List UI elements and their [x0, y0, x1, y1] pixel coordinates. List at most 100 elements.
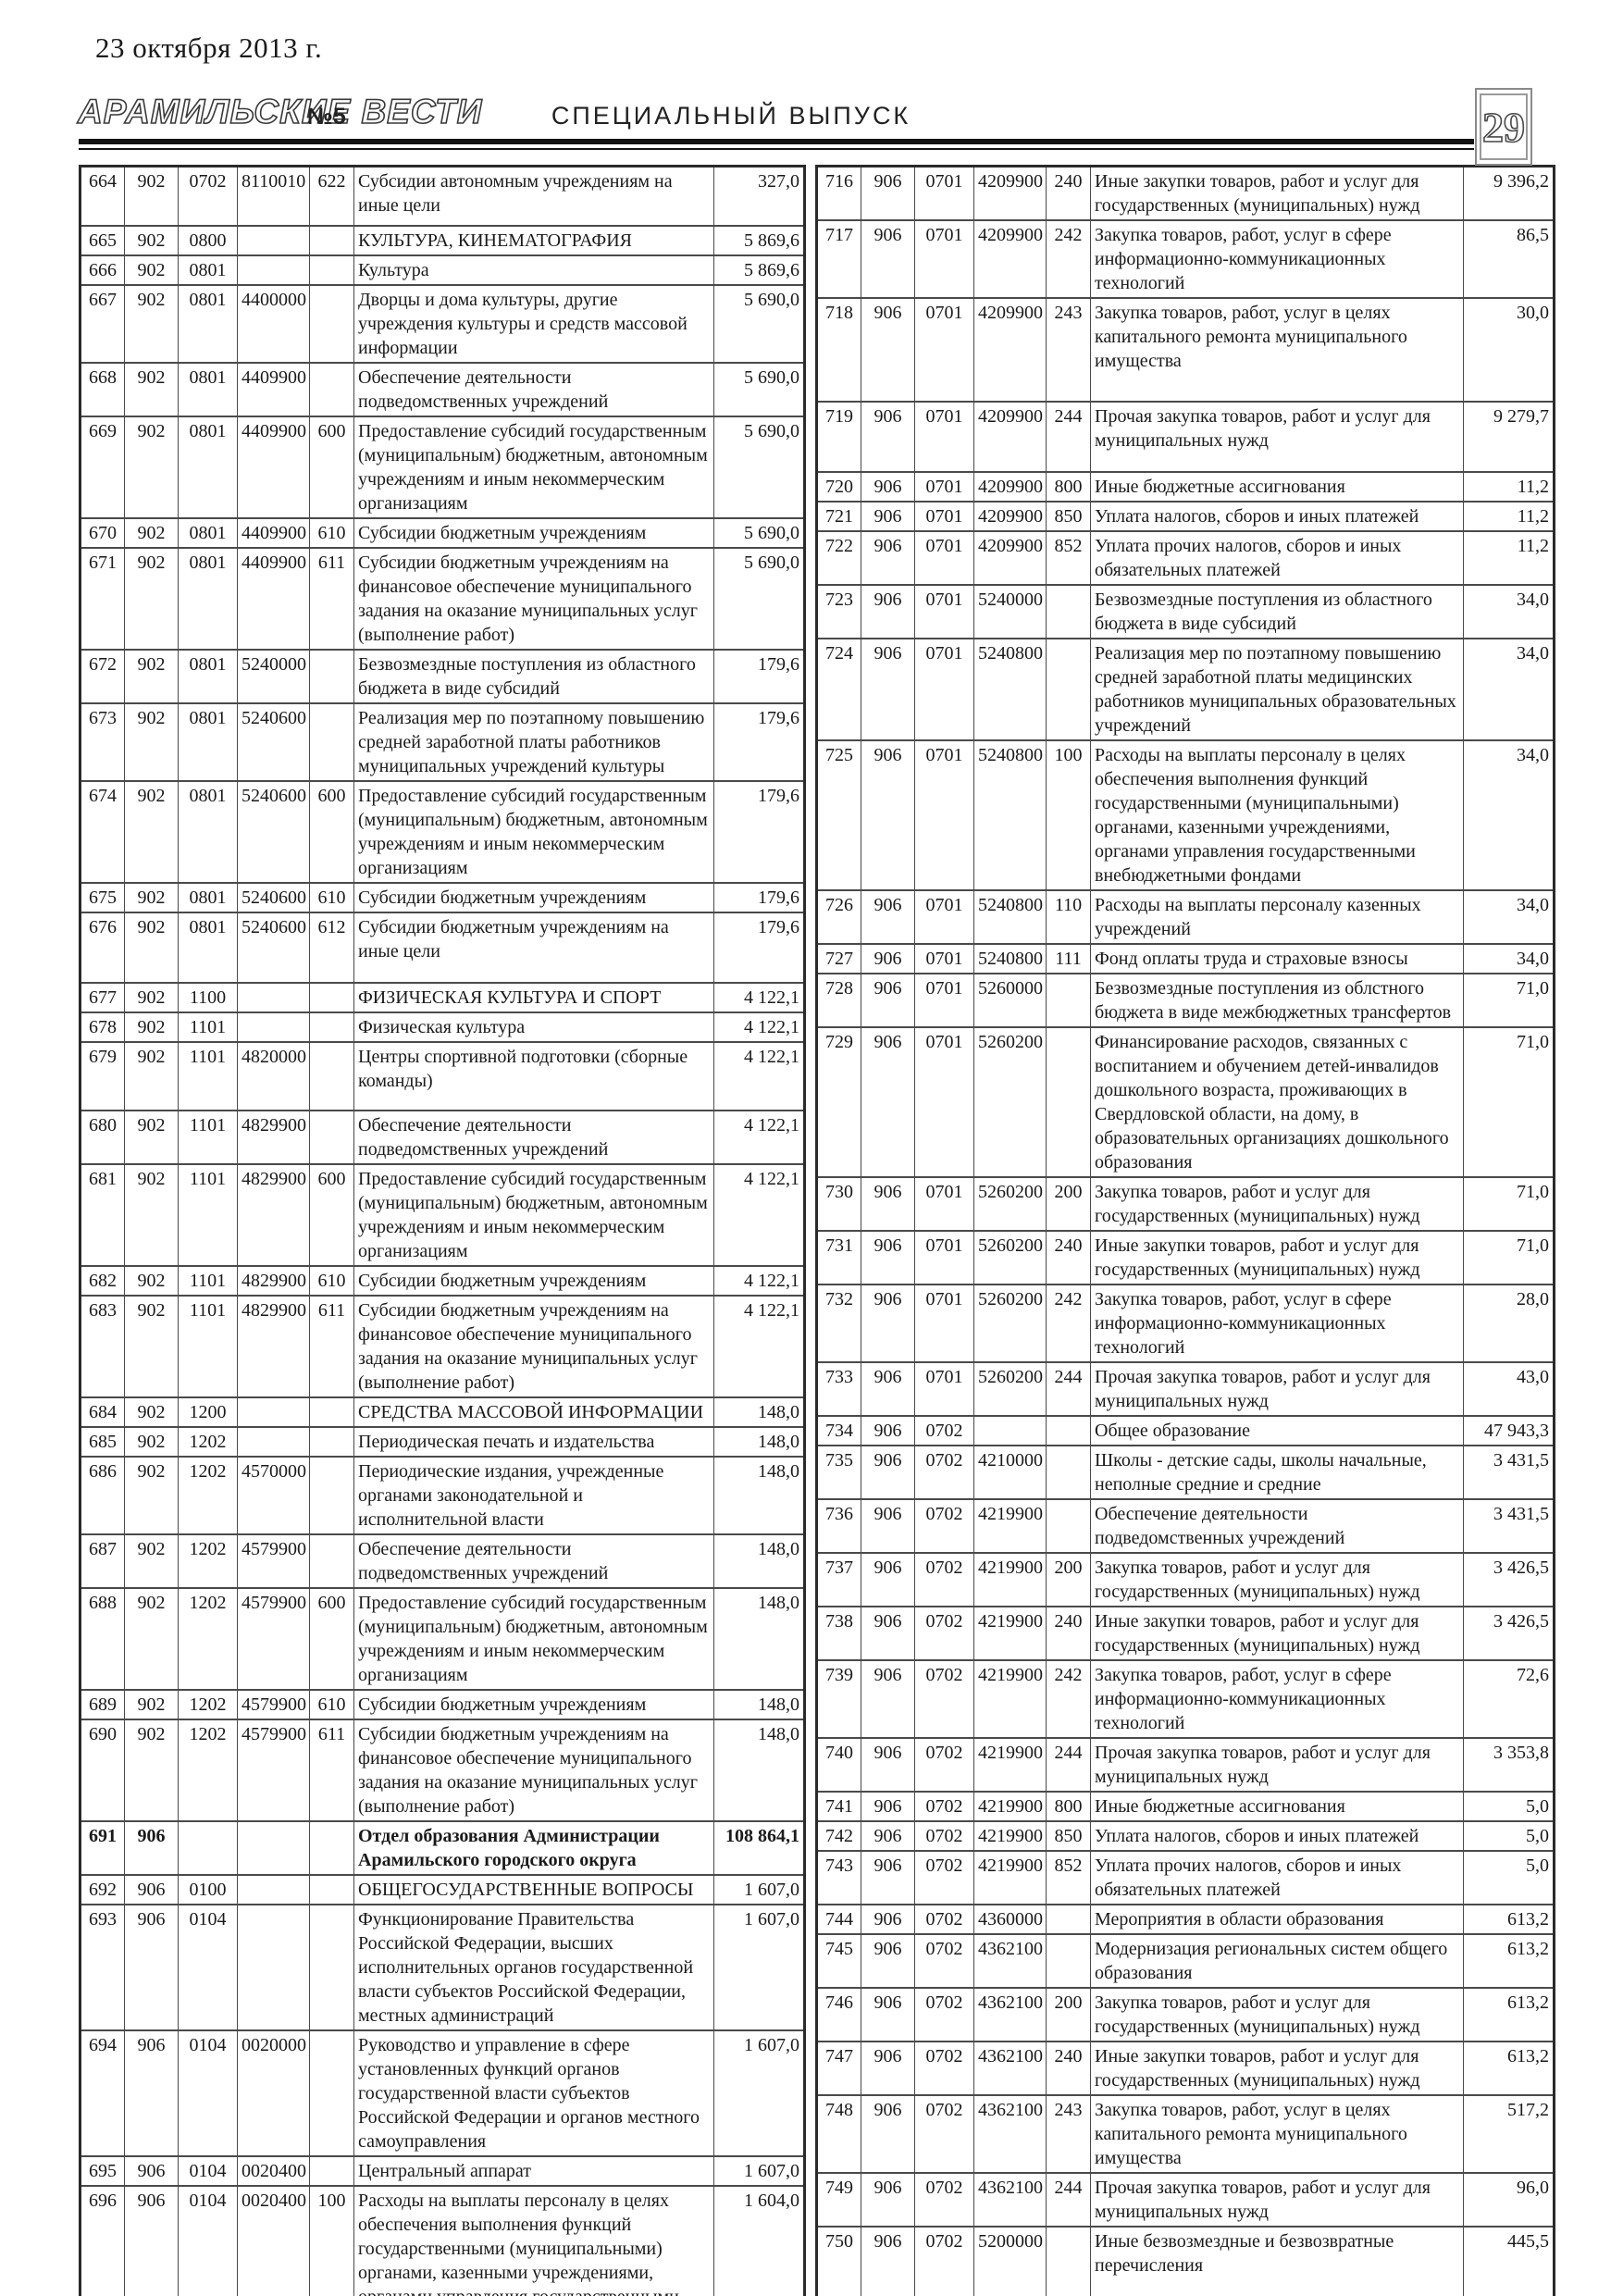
expense-type-cell: 622	[309, 165, 354, 227]
grbs-code-cell: 902	[124, 254, 179, 286]
row-number-cell: 689	[80, 1688, 125, 1720]
amount-cell: 613,2	[1463, 1904, 1555, 1935]
target-article-cell: 4209900	[973, 501, 1047, 532]
grbs-code-cell: 906	[861, 943, 915, 974]
table-row: 694 906 0104 0020000 Руководство и управлени…	[80, 2029, 805, 2157]
expense-type-cell: 610	[309, 881, 354, 913]
expense-name-cell: Иные закупки товаров, работ и услуг для …	[1090, 165, 1464, 221]
amount-cell: 1 607,0	[713, 2029, 805, 2157]
expense-type-cell: 852	[1046, 1850, 1091, 1905]
section-code-cell	[178, 1819, 238, 1876]
amount-cell: 34,0	[1463, 739, 1555, 891]
target-article-cell: 5260200	[973, 1230, 1047, 1285]
table-row: 686 902 1202 4570000 Периодические издания, …	[80, 1455, 805, 1535]
table-row: 674 902 0801 5240600 600 Предоставление субси…	[80, 779, 805, 884]
expense-name-cell: Центральный аппарат	[353, 2154, 714, 2187]
target-article-cell: 4219900	[973, 1498, 1047, 1554]
amount-cell: 1 607,0	[713, 2154, 805, 2187]
target-article-cell: 4570000	[237, 1455, 310, 1535]
section-code-cell: 1101	[178, 1162, 238, 1267]
amount-cell: 108 864,1	[713, 1819, 805, 1876]
target-article-cell	[237, 1903, 310, 2031]
row-number-cell: 739	[816, 1659, 861, 1739]
table-row: 741 906 0702 4219900 800 Иные бюджетные ассиг…	[816, 1791, 1555, 1822]
expense-type-cell	[1046, 584, 1091, 639]
expense-name-cell: Безвозмездные поступления из областного …	[353, 648, 714, 704]
table-row: 733 906 0701 5260200 244 Прочая закупка товар…	[816, 1361, 1555, 1417]
row-number-cell: 670	[80, 516, 125, 549]
row-number-cell: 743	[816, 1850, 861, 1905]
section-code-cell: 0701	[914, 943, 974, 974]
target-article-cell	[237, 1011, 310, 1043]
target-article-cell	[237, 1819, 310, 1876]
expense-name-cell: Прочая закупка товаров, работ и услуг дл…	[1090, 2172, 1464, 2228]
section-code-cell: 0702	[914, 1659, 974, 1739]
row-number-cell: 676	[80, 911, 125, 984]
expense-name-cell: Безвозмездные поступления из областного …	[1090, 584, 1464, 639]
row-number-cell: 695	[80, 2154, 125, 2187]
target-article-cell: 5240600	[237, 881, 310, 913]
expense-type-cell: 600	[309, 415, 354, 519]
row-number-cell: 732	[816, 1284, 861, 1363]
table-row: 735 906 0702 4210000 Школы - детские сады, ш…	[816, 1445, 1555, 1500]
grbs-code-cell: 902	[124, 1109, 179, 1165]
section-code-cell: 0701	[914, 501, 974, 532]
expense-type-cell: 850	[1046, 1820, 1091, 1852]
table-row: 685 902 1202 Периодическая печать и издател…	[80, 1425, 805, 1458]
expense-type-cell	[309, 283, 354, 364]
target-article-cell: 4579900	[237, 1533, 310, 1589]
grbs-code-cell: 906	[861, 739, 915, 891]
amount-cell: 71,0	[1463, 973, 1555, 1028]
expense-type-cell: 600	[309, 1586, 354, 1691]
target-article-cell: 4219900	[973, 1820, 1047, 1852]
grbs-code-cell: 906	[861, 1230, 915, 1285]
expense-name-cell: Субсидии бюджетным учреждениям на финанс…	[353, 1294, 714, 1398]
expense-name-cell: Отдел образования Администрации Арамильс…	[353, 1819, 714, 1876]
expense-type-cell: 800	[1046, 1791, 1091, 1822]
amount-cell: 34,0	[1463, 943, 1555, 974]
grbs-code-cell: 902	[124, 224, 179, 256]
expense-type-cell	[1046, 1026, 1091, 1178]
expense-type-cell	[1046, 2226, 1091, 2296]
table-row: 693 906 0104 Функционирование Правительства…	[80, 1903, 805, 2031]
expense-name-cell: Закупка товаров, работ, услуг в целях ка…	[1090, 297, 1464, 403]
expense-type-cell	[1046, 1498, 1091, 1554]
table-row: 739 906 0702 4219900 242 Закупка товаров, раб…	[816, 1659, 1555, 1739]
row-number-cell: 734	[816, 1415, 861, 1446]
expense-name-cell: Закупка товаров, работ и услуг для госуд…	[1090, 1987, 1464, 2042]
table-row: 737 906 0702 4219900 200 Закупка товаров, раб…	[816, 1552, 1555, 1607]
amount-cell: 5,0	[1463, 1791, 1555, 1822]
amount-cell: 148,0	[713, 1425, 805, 1458]
expense-name-cell: Субсидии бюджетным учреждениям	[353, 516, 714, 549]
grbs-code-cell: 902	[124, 1533, 179, 1589]
expense-type-cell: 110	[1046, 889, 1091, 945]
expense-type-cell: 243	[1046, 297, 1091, 403]
budget-table-right-column: 716 906 0701 4209900 240 Иные закупки товаров…	[815, 165, 1555, 2296]
expense-type-cell	[309, 1396, 354, 1428]
section-code-cell: 0701	[914, 739, 974, 891]
table-row: 673 902 0801 5240600 Реализация мер по поэта…	[80, 701, 805, 782]
table-row: 687 902 1202 4579900 Обеспечение деятельност…	[80, 1533, 805, 1589]
grbs-code-cell: 906	[124, 1903, 179, 2031]
expense-type-cell	[309, 1873, 354, 1905]
amount-cell: 179,6	[713, 881, 805, 913]
row-number-cell: 733	[816, 1361, 861, 1417]
target-article-cell: 5260200	[973, 1284, 1047, 1363]
expense-name-cell: Обеспечение деятельности подведомственны…	[1090, 1498, 1464, 1554]
expense-type-cell	[309, 1011, 354, 1043]
section-code-cell: 1101	[178, 1040, 238, 1111]
expense-name-cell: Периодические издания, учрежденные орган…	[353, 1455, 714, 1535]
section-code-cell: 1200	[178, 1396, 238, 1428]
section-code-cell: 0702	[914, 2094, 974, 2174]
section-code-cell: 0702	[914, 1791, 974, 1822]
section-code-cell: 1202	[178, 1533, 238, 1589]
table-row: 747 906 0702 4362100 240 Иные закупки товаров…	[816, 2041, 1555, 2096]
row-number-cell: 750	[816, 2226, 861, 2296]
expense-name-cell: КУЛЬТУРА, КИНЕМАТОГРАФИЯ	[353, 224, 714, 256]
amount-cell: 34,0	[1463, 584, 1555, 639]
row-number-cell: 669	[80, 415, 125, 519]
table-row: 720 906 0701 4209900 800 Иные бюджетные ассиг…	[816, 471, 1555, 503]
row-number-cell: 671	[80, 546, 125, 651]
expense-name-cell: Уплата прочих налогов, сборов и иных обя…	[1090, 1850, 1464, 1905]
target-article-cell: 4362100	[973, 2094, 1047, 2174]
